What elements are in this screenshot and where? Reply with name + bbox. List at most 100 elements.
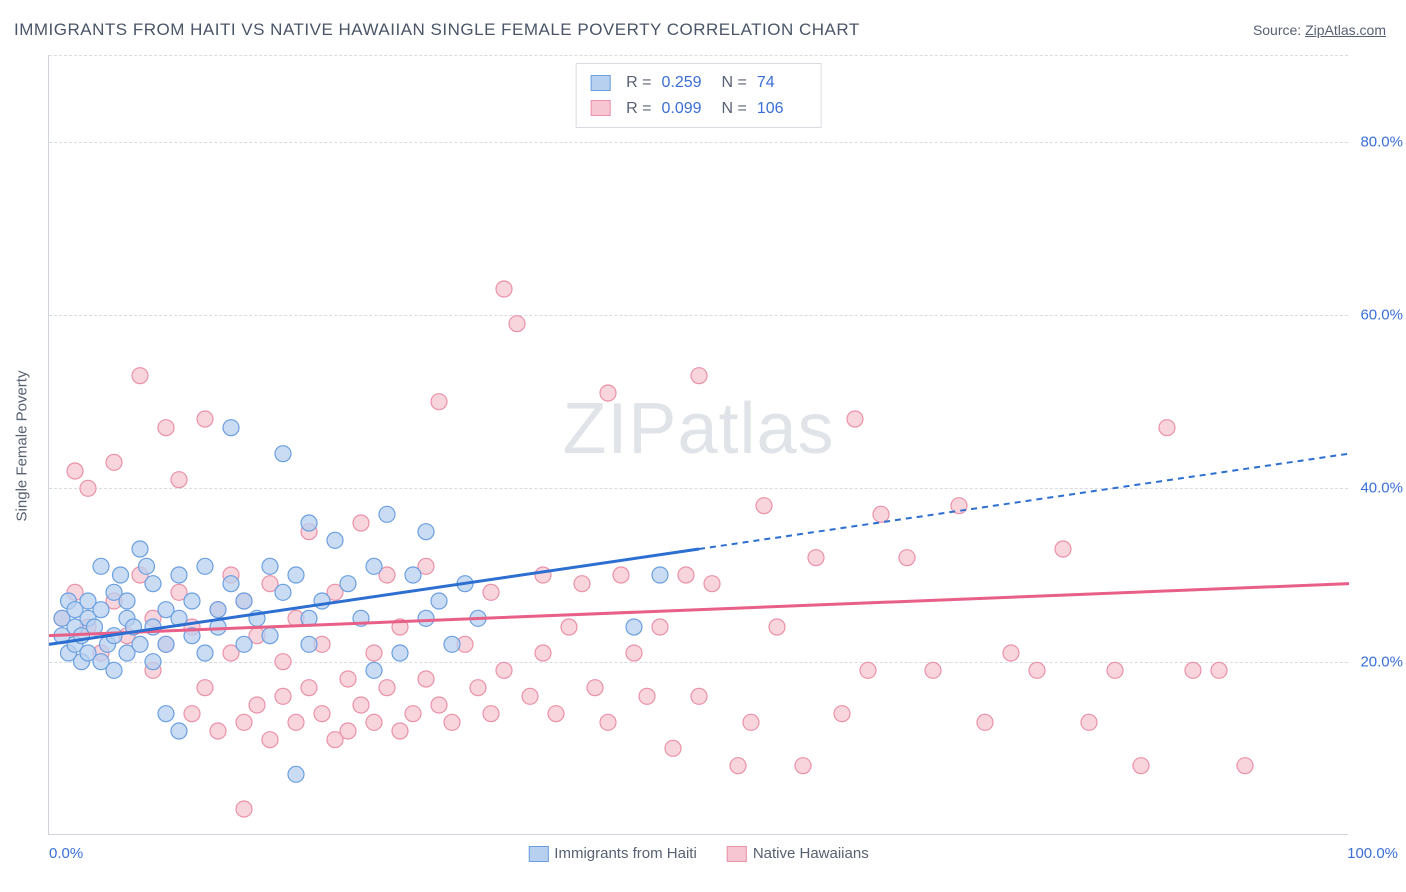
legend-swatch-hawaiian xyxy=(590,100,610,116)
data-point xyxy=(1081,714,1097,730)
data-point xyxy=(379,506,395,522)
n-label: N = xyxy=(722,70,747,96)
y-tick-label: 20.0% xyxy=(1360,653,1403,670)
data-point xyxy=(197,558,213,574)
data-point xyxy=(301,680,317,696)
data-point xyxy=(80,480,96,496)
data-point xyxy=(834,706,850,722)
data-point xyxy=(431,593,447,609)
data-point xyxy=(1107,662,1123,678)
data-point xyxy=(301,636,317,652)
data-point xyxy=(496,281,512,297)
data-point xyxy=(730,758,746,774)
data-point xyxy=(67,463,83,479)
data-point xyxy=(223,420,239,436)
data-point xyxy=(275,446,291,462)
data-point xyxy=(197,645,213,661)
data-point xyxy=(509,316,525,332)
data-point xyxy=(93,602,109,618)
r-value-haiti: 0.259 xyxy=(662,70,712,96)
data-point xyxy=(652,619,668,635)
n-value-haiti: 74 xyxy=(757,70,807,96)
data-point xyxy=(600,385,616,401)
legend-row-haiti: R = 0.259 N = 74 xyxy=(590,70,807,96)
data-point xyxy=(535,645,551,661)
data-point xyxy=(626,619,642,635)
data-point xyxy=(665,740,681,756)
data-point xyxy=(1055,541,1071,557)
data-point xyxy=(288,766,304,782)
legend-item-haiti: Immigrants from Haiti xyxy=(528,845,697,862)
data-point xyxy=(262,628,278,644)
data-point xyxy=(340,576,356,592)
data-point xyxy=(925,662,941,678)
data-point xyxy=(106,454,122,470)
legend-swatch-haiti xyxy=(590,75,610,91)
legend-row-hawaiian: R = 0.099 N = 106 xyxy=(590,96,807,122)
legend-label-haiti: Immigrants from Haiti xyxy=(554,845,697,862)
data-point xyxy=(977,714,993,730)
plot-area: 20.0%40.0%60.0%80.0% ZIPatlas R = 0.259 … xyxy=(48,55,1348,835)
data-point xyxy=(1133,758,1149,774)
data-point xyxy=(639,688,655,704)
data-point xyxy=(743,714,759,730)
trend-line-hawaiian xyxy=(49,584,1349,636)
data-point xyxy=(418,524,434,540)
legend-item-hawaiian: Native Hawaiians xyxy=(727,845,869,862)
data-point xyxy=(197,680,213,696)
data-point xyxy=(522,688,538,704)
data-point xyxy=(171,472,187,488)
data-point xyxy=(236,636,252,652)
x-tick-min: 0.0% xyxy=(49,845,83,862)
correlation-legend: R = 0.259 N = 74 R = 0.099 N = 106 xyxy=(575,63,822,128)
data-point xyxy=(769,619,785,635)
data-point xyxy=(756,498,772,514)
data-point xyxy=(353,515,369,531)
data-point xyxy=(652,567,668,583)
legend-swatch-hawaiian-bottom xyxy=(727,846,747,862)
data-point xyxy=(288,714,304,730)
data-point xyxy=(1185,662,1201,678)
n-value-hawaiian: 106 xyxy=(757,96,807,122)
trend-line-haiti-extrapolated xyxy=(699,454,1349,549)
data-point xyxy=(340,671,356,687)
y-axis-label: Single Female Poverty xyxy=(14,371,31,522)
data-point xyxy=(145,576,161,592)
data-point xyxy=(574,576,590,592)
data-point xyxy=(197,411,213,427)
data-point xyxy=(691,688,707,704)
data-point xyxy=(470,680,486,696)
data-point xyxy=(405,706,421,722)
data-point xyxy=(392,645,408,661)
data-point xyxy=(132,541,148,557)
legend-swatch-haiti-bottom xyxy=(528,846,548,862)
source-link[interactable]: ZipAtlas.com xyxy=(1305,22,1386,38)
data-point xyxy=(847,411,863,427)
data-point xyxy=(587,680,603,696)
data-point xyxy=(132,636,148,652)
data-point xyxy=(236,714,252,730)
data-point xyxy=(613,567,629,583)
data-point xyxy=(113,567,129,583)
data-point xyxy=(860,662,876,678)
source-label: Source: xyxy=(1253,22,1305,38)
data-point xyxy=(301,515,317,531)
data-point xyxy=(431,697,447,713)
series-legend: Immigrants from Haiti Native Hawaiians xyxy=(528,845,868,862)
data-point xyxy=(379,680,395,696)
data-point xyxy=(1029,662,1045,678)
data-point xyxy=(483,584,499,600)
data-point xyxy=(366,714,382,730)
data-point xyxy=(119,593,135,609)
data-point xyxy=(327,532,343,548)
data-point xyxy=(418,671,434,687)
data-point xyxy=(106,662,122,678)
data-point xyxy=(600,714,616,730)
data-point xyxy=(275,584,291,600)
data-point xyxy=(444,636,460,652)
data-point xyxy=(691,368,707,384)
y-tick-label: 60.0% xyxy=(1360,307,1403,324)
data-point xyxy=(405,567,421,583)
x-tick-max: 100.0% xyxy=(1347,845,1398,862)
data-point xyxy=(392,723,408,739)
